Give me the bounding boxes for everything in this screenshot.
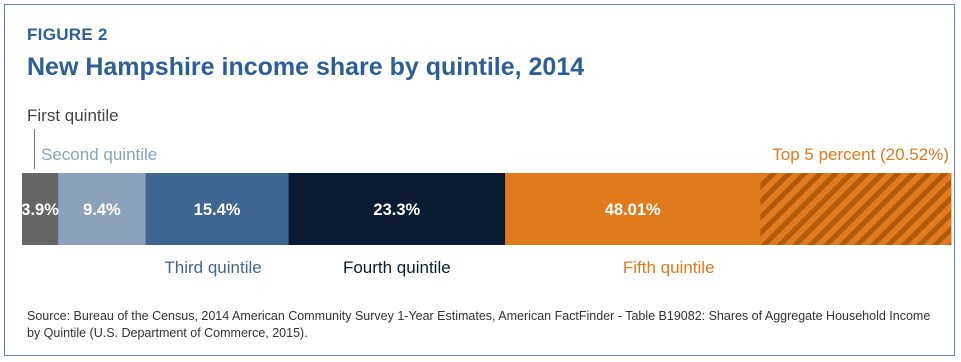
value-label-5: 48.01% (605, 201, 661, 219)
value-label-1: 3.9% (21, 201, 59, 219)
source-note: Source: Bureau of the Census, 2014 Ameri… (27, 308, 937, 342)
leader-line-second-quintile (34, 129, 35, 169)
label-third-quintile: Third quintile (164, 258, 261, 278)
value-label-3: 15.4% (194, 201, 241, 219)
value-label-2: 9.4% (83, 201, 121, 219)
label-second-quintile: Second quintile (41, 145, 157, 165)
label-fourth-quintile: Fourth quintile (343, 258, 451, 278)
value-label-4: 23.3% (373, 201, 420, 219)
label-first-quintile: First quintile (27, 106, 119, 126)
label-top-5-percent: Top 5 percent (20.52%) (772, 145, 949, 165)
bar-segment-top-5-percent (760, 173, 951, 245)
label-fifth-quintile: Fifth quintile (623, 258, 715, 278)
figure-frame: FIGURE 2 New Hampshire income share by q… (4, 4, 955, 356)
stacked-bar-chart: 3.9% 9.4% 15.4% 23.3% 48.01% (5, 5, 956, 357)
